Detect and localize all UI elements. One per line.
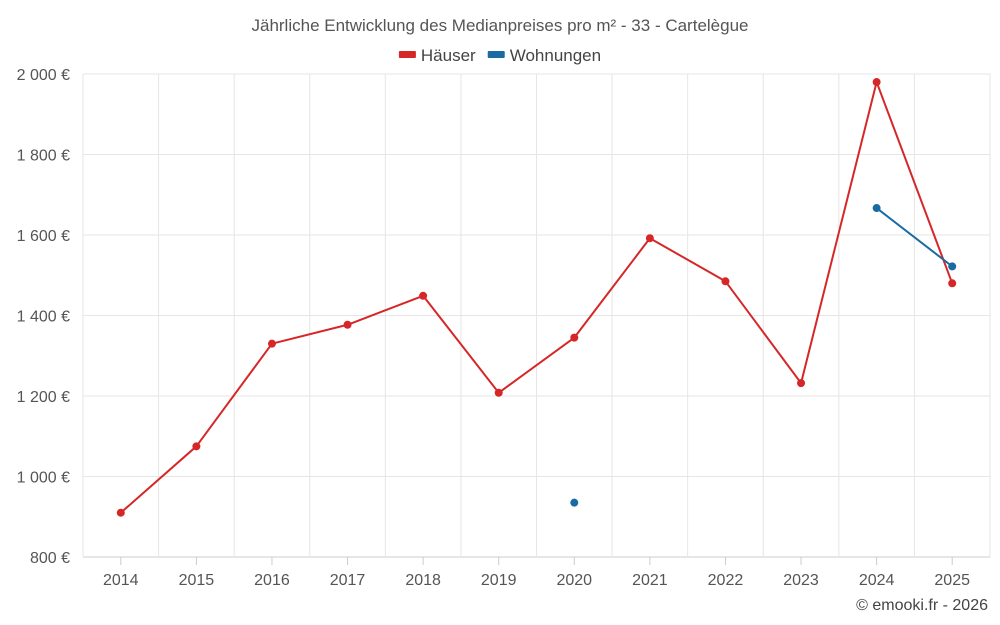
legend-swatch: [398, 51, 416, 58]
legend-item: Häuser: [398, 46, 476, 65]
data-point-h-user: [192, 442, 201, 451]
series-lines: [120, 81, 954, 514]
data-point-h-user: [116, 508, 125, 517]
y-tick-label: 1 200 €: [17, 389, 70, 406]
x-tick-label: 2017: [330, 572, 366, 589]
grid: [82, 73, 991, 558]
series-line-wohnungen: [876, 207, 953, 268]
series-points: [116, 78, 957, 517]
legend-label: Wohnungen: [510, 46, 601, 65]
x-tick-label: 2014: [103, 572, 139, 589]
data-point-h-user: [721, 277, 730, 286]
x-tick-label: 2022: [708, 572, 744, 589]
x-tick-label: 2015: [179, 572, 215, 589]
data-point-h-user: [419, 291, 428, 300]
y-tick-label: 2 000 €: [17, 67, 70, 84]
data-point-h-user: [570, 333, 579, 342]
data-point-h-user: [948, 279, 957, 288]
chart-title: Jährliche Entwicklung des Medianpreises …: [251, 16, 748, 35]
data-point-h-user: [343, 320, 352, 329]
x-tick-label: 2020: [556, 572, 592, 589]
data-point-h-user: [645, 234, 654, 243]
y-tick-label: 1 400 €: [17, 309, 70, 326]
y-tick-label: 1 600 €: [17, 228, 70, 245]
x-tick-label: 2019: [481, 572, 517, 589]
data-point-h-user: [267, 339, 276, 348]
legend-label: Häuser: [421, 46, 476, 65]
x-axis-ticks: 2014 2015 2016 2017 2018 2019 2020 2021 2022 2023…: [103, 557, 970, 589]
x-tick-label: 2016: [254, 572, 290, 589]
series-line-h-user: [120, 81, 954, 514]
y-tick-label: 800 €: [30, 550, 70, 567]
y-tick-label: 1 000 €: [17, 470, 70, 487]
legend: Häuser Wohnungen: [398, 46, 601, 65]
x-tick-label: 2021: [632, 572, 668, 589]
y-axis-ticks: 800 € 1 000 € 1 200 € 1 400 € 1 600 € 1 800 €…: [17, 67, 70, 567]
credit-text: © emooki.fr - 2026: [856, 597, 988, 614]
data-point-h-user: [797, 379, 806, 388]
x-tick-label: 2023: [783, 572, 819, 589]
legend-item: Wohnungen: [487, 46, 601, 65]
legend-swatch: [487, 51, 505, 58]
x-tick-label: 2025: [934, 572, 970, 589]
data-point-wohnungen: [948, 262, 957, 271]
data-point-h-user: [872, 78, 881, 87]
x-tick-label: 2018: [405, 572, 441, 589]
data-point-h-user: [494, 388, 503, 397]
data-point-wohnungen: [872, 204, 881, 213]
x-tick-label: 2024: [859, 572, 895, 589]
data-point-wohnungen: [570, 498, 579, 507]
y-tick-label: 1 800 €: [17, 148, 70, 165]
